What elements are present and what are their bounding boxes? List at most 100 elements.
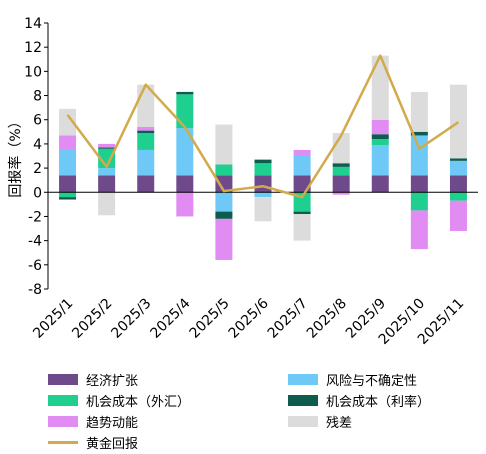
bar-segment xyxy=(293,175,311,193)
bar-segment xyxy=(254,197,272,222)
bar-segment xyxy=(176,175,194,193)
y-tick-label: 8 xyxy=(33,89,42,105)
bar-segment xyxy=(449,158,467,161)
legend-item-momentum: 趋势动能 xyxy=(48,412,138,431)
legend-swatch xyxy=(288,395,318,406)
bar-segment xyxy=(215,211,233,219)
bar-segment xyxy=(215,218,233,260)
bar-segment xyxy=(332,175,350,193)
legend-item-risk-uncertainty: 风险与不确定性 xyxy=(288,370,417,389)
bar-segment xyxy=(410,131,428,136)
bar-segment xyxy=(137,126,155,131)
bar-segment xyxy=(410,135,428,176)
bar-segment xyxy=(137,133,155,150)
legend-swatch xyxy=(48,395,78,406)
legend-label: 经济扩张 xyxy=(86,374,139,389)
bar-segment xyxy=(332,166,350,176)
legend-swatch xyxy=(288,374,318,385)
bar-segment xyxy=(371,55,389,120)
bar-segment xyxy=(98,168,116,176)
y-tick-label: 12 xyxy=(24,40,42,56)
bar-segment xyxy=(371,134,389,140)
legend-label: 残差 xyxy=(326,416,353,431)
x-tick-label: 2025/2 xyxy=(69,296,115,342)
y-tick-label: -6 xyxy=(28,258,42,274)
bar-segment xyxy=(410,210,428,250)
bar-segment xyxy=(59,175,77,193)
y-tick-label: -2 xyxy=(28,209,42,225)
bar-segment xyxy=(176,91,194,95)
bar-segment xyxy=(176,128,194,176)
bar-segment xyxy=(254,163,272,176)
x-tick-label: 2025/6 xyxy=(226,295,272,341)
bar-segment xyxy=(371,139,389,146)
bar-segment xyxy=(449,175,467,193)
bar-segment xyxy=(254,175,272,193)
bar-segment xyxy=(254,192,272,198)
legend-swatch-line xyxy=(48,441,78,444)
y-tick-label: -4 xyxy=(28,234,42,250)
y-tick-label: 10 xyxy=(24,64,42,80)
bar-segment xyxy=(371,175,389,193)
bar-segment xyxy=(410,192,428,211)
bar-segment xyxy=(59,192,77,198)
bar-segment xyxy=(59,149,77,176)
x-tick-label: 2025/4 xyxy=(147,295,193,341)
legend-label: 机会成本（外汇） xyxy=(86,395,191,410)
bar-segment xyxy=(449,192,467,201)
bar-segment xyxy=(98,147,116,149)
bar-segment xyxy=(98,192,116,216)
x-tick-label: 2025/5 xyxy=(187,296,233,342)
bar-segment xyxy=(293,211,311,215)
y-axis-title: 回报率（%） xyxy=(7,114,24,197)
x-tick-label: 2025/8 xyxy=(304,296,350,342)
y-tick-label: 14 xyxy=(24,16,42,32)
bar-segment xyxy=(254,159,272,164)
bar-segment xyxy=(176,94,194,129)
bar-segment xyxy=(371,119,389,135)
x-tick-label: 2025/3 xyxy=(108,296,154,342)
legend-item-economic-expansion: 经济扩张 xyxy=(48,370,138,389)
bar-segment xyxy=(449,84,467,159)
bar-segment xyxy=(137,130,155,134)
bar-segment xyxy=(215,124,233,165)
bar-segment xyxy=(449,200,467,231)
bar-segment xyxy=(293,156,311,176)
bar-segment xyxy=(215,192,233,212)
bar-segment xyxy=(215,164,233,176)
bar-segment xyxy=(176,192,194,217)
y-tick-label: -8 xyxy=(28,282,42,298)
bar-segment xyxy=(293,149,311,156)
x-tick-label: 2025/7 xyxy=(265,296,311,342)
legend-label: 机会成本（利率） xyxy=(326,395,431,410)
chart: -8-6-4-202468101214回报率（%）2025/12025/2202… xyxy=(7,16,478,348)
bar-segment xyxy=(137,175,155,193)
gold-return-line xyxy=(66,54,460,199)
bar-segment xyxy=(371,145,389,176)
bar-segment xyxy=(215,175,233,193)
y-tick-label: 4 xyxy=(33,137,42,153)
legend-item-residual: 残差 xyxy=(288,412,352,431)
legend-item-opportunity-cost-fx: 机会成本（外汇） xyxy=(48,391,190,410)
bar-segment xyxy=(332,192,350,195)
bar-segment xyxy=(332,163,350,167)
bar-segment xyxy=(98,143,116,148)
bar-segment xyxy=(410,91,428,132)
bar-segment xyxy=(410,175,428,193)
legend-item-opportunity-cost-rate: 机会成本（利率） xyxy=(288,391,430,410)
y-tick-label: 6 xyxy=(33,113,42,129)
bar-segment xyxy=(137,149,155,176)
legend-label: 趋势动能 xyxy=(86,416,139,431)
x-tick-label: 2025/1 xyxy=(30,296,76,342)
legend-item-gold-return: 黄金回报 xyxy=(48,433,138,452)
y-tick-label: 0 xyxy=(33,185,42,201)
bar-segment xyxy=(293,214,311,241)
legend-swatch xyxy=(288,416,318,427)
bar-segment xyxy=(59,197,77,200)
bar-segment xyxy=(59,135,77,150)
bar-segment xyxy=(98,175,116,193)
legend-swatch xyxy=(48,416,78,427)
legend-label: 黄金回报 xyxy=(86,437,139,452)
y-tick-label: 2 xyxy=(33,161,42,177)
bar-segment xyxy=(449,160,467,176)
